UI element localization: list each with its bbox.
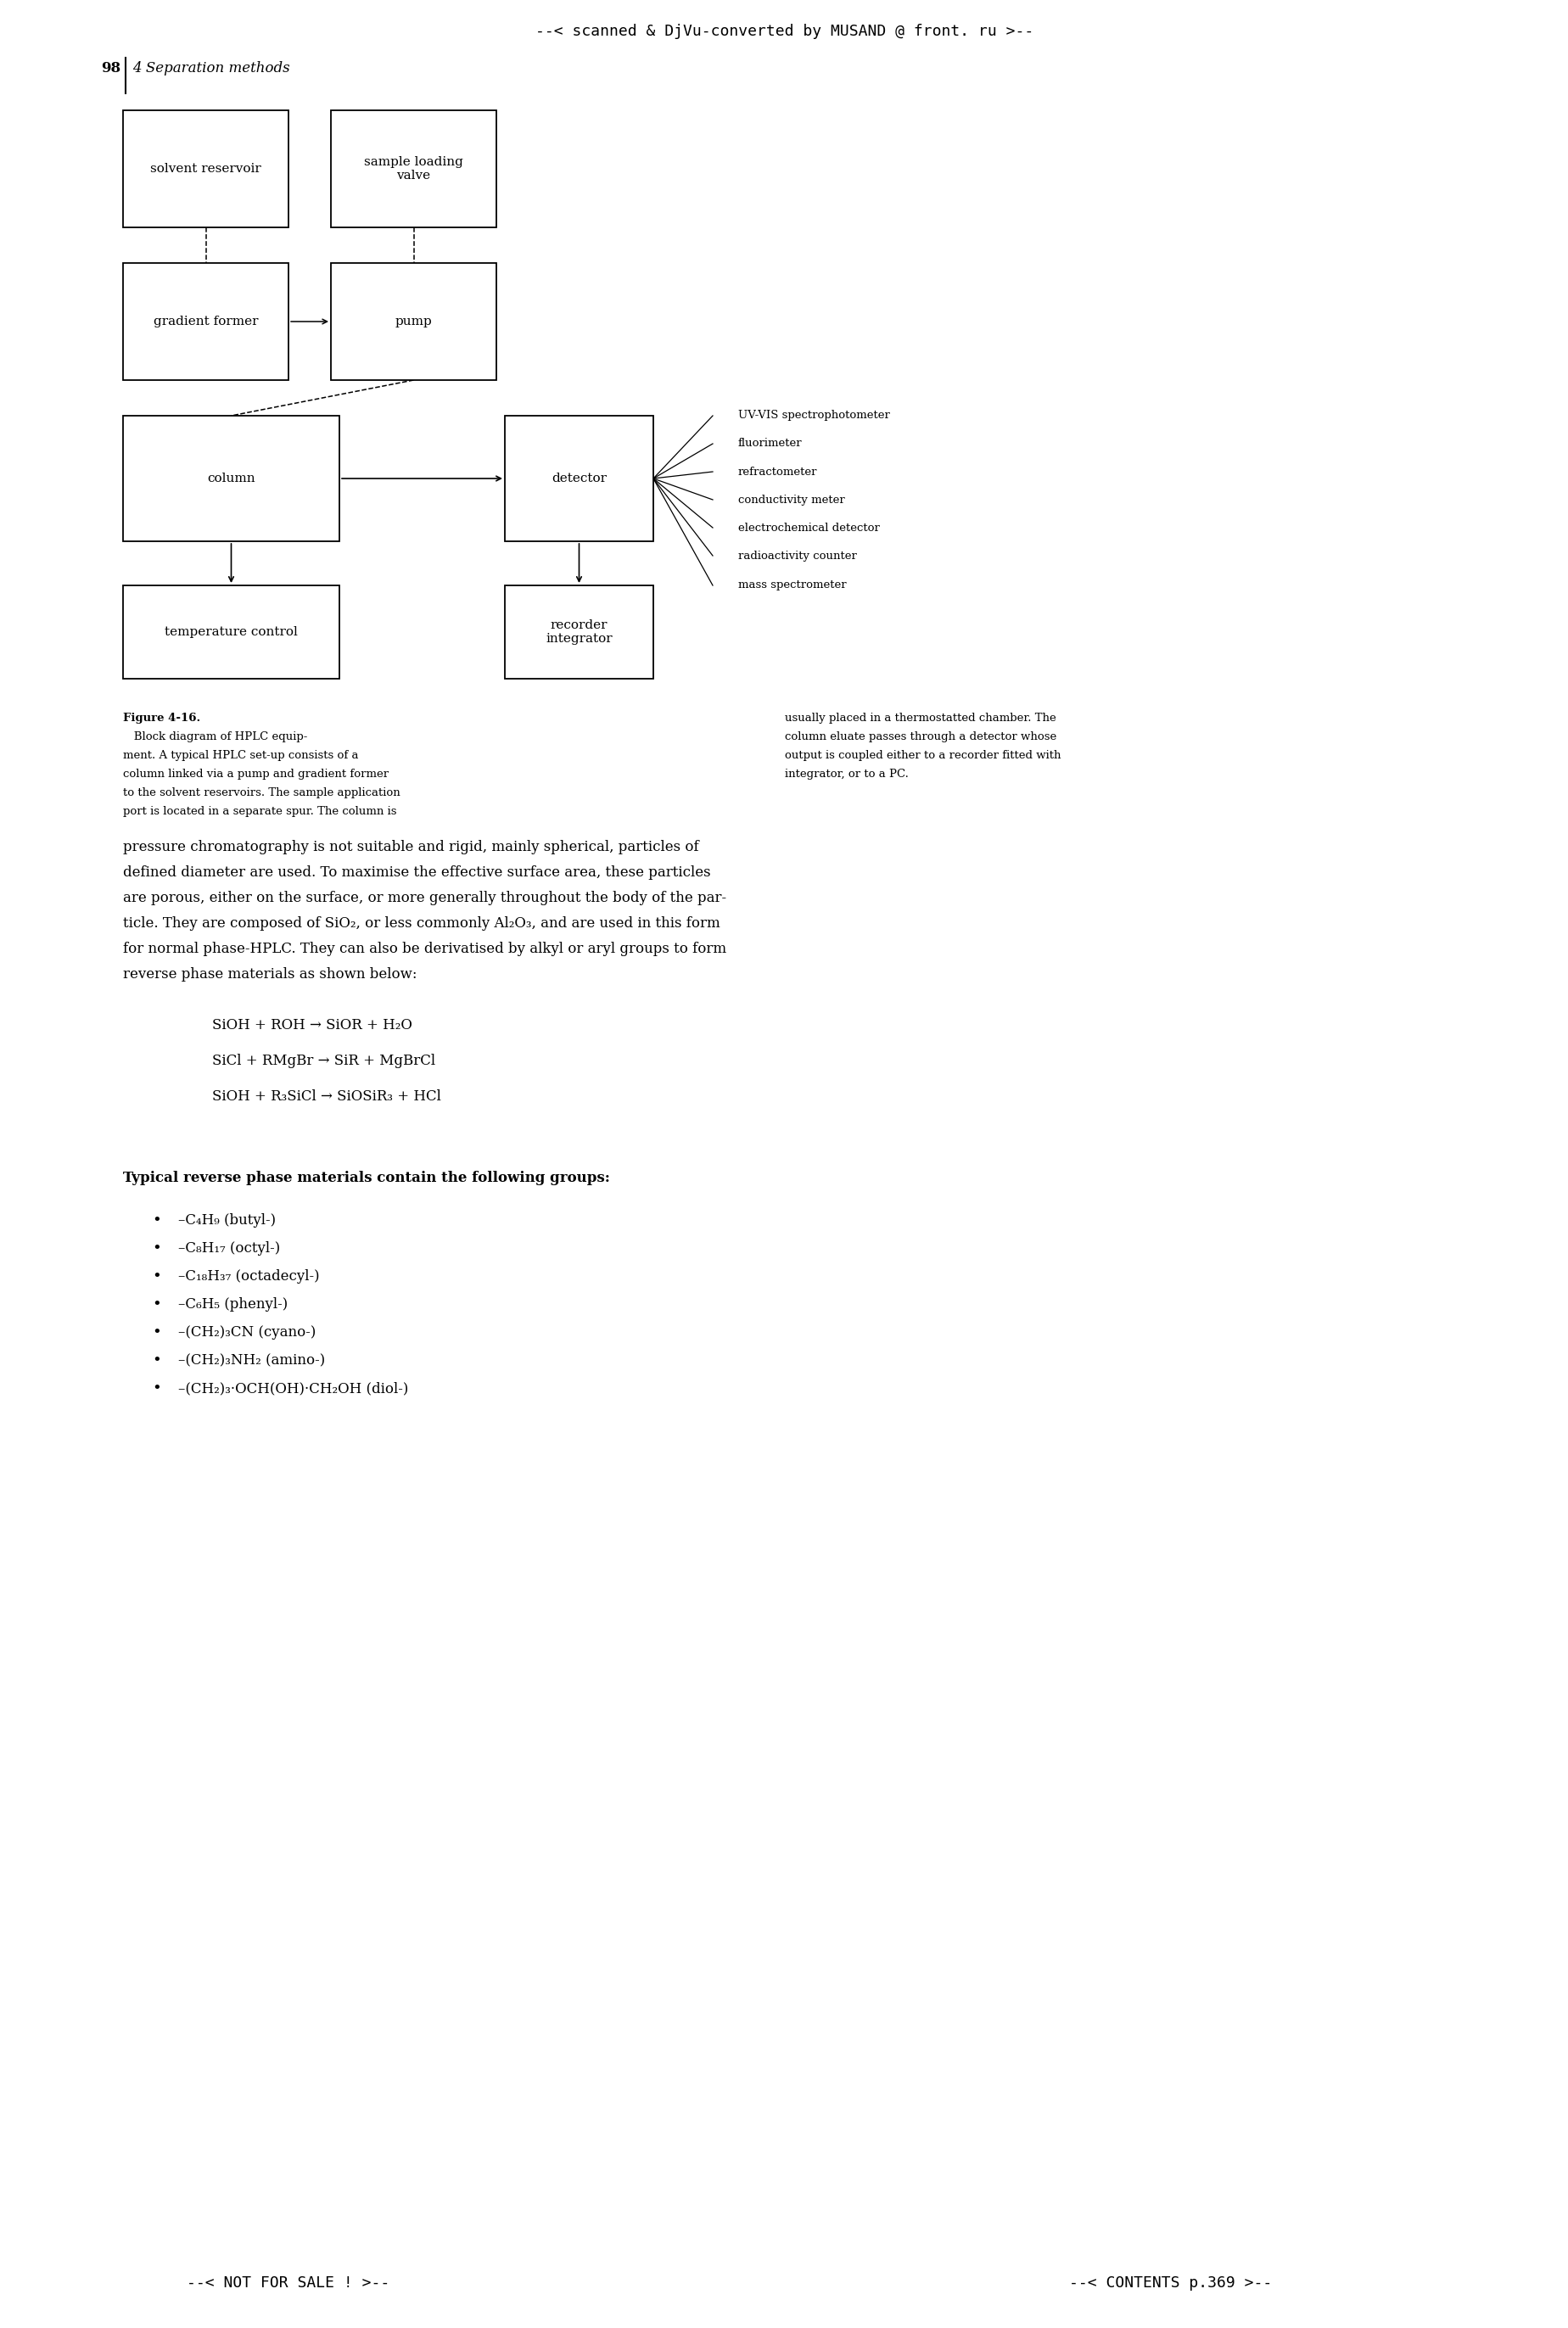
Bar: [331, 263, 495, 379]
Text: --< NOT FOR SALE ! >--: --< NOT FOR SALE ! >--: [187, 2274, 390, 2291]
Text: column: column: [207, 473, 256, 484]
Text: ment. A typical HPLC set-up consists of a: ment. A typical HPLC set-up consists of …: [122, 750, 359, 761]
Text: Typical reverse phase materials contain the following groups:: Typical reverse phase materials contain …: [122, 1171, 610, 1185]
Text: SiOH + R₃SiCl → SiOSiR₃ + HCl: SiOH + R₃SiCl → SiOSiR₃ + HCl: [212, 1090, 441, 1103]
Bar: [505, 417, 652, 542]
Text: refractometer: refractometer: [739, 466, 817, 477]
Text: SiCl + RMgBr → SiR + MgBrCl: SiCl + RMgBr → SiR + MgBrCl: [212, 1055, 436, 1069]
Bar: [505, 584, 652, 680]
Text: usually placed in a thermostatted chamber. The: usually placed in a thermostatted chambe…: [784, 712, 1055, 724]
Text: –(CH₂)₃NH₂ (amino-): –(CH₂)₃NH₂ (amino-): [179, 1353, 325, 1367]
Text: •: •: [152, 1325, 162, 1341]
Text: reverse phase materials as shown below:: reverse phase materials as shown below:: [122, 966, 417, 982]
Text: to the solvent reservoirs. The sample application: to the solvent reservoirs. The sample ap…: [122, 787, 400, 799]
Bar: [331, 109, 495, 228]
Text: mass spectrometer: mass spectrometer: [739, 580, 847, 591]
Text: ticle. They are composed of SiO₂, or less commonly Al₂O₃, and are used in this f: ticle. They are composed of SiO₂, or les…: [122, 917, 720, 931]
Text: temperature control: temperature control: [165, 626, 298, 638]
Text: defined diameter are used. To maximise the effective surface area, these particl: defined diameter are used. To maximise t…: [122, 866, 710, 880]
Text: --< CONTENTS p.369 >--: --< CONTENTS p.369 >--: [1069, 2274, 1272, 2291]
Text: conductivity meter: conductivity meter: [739, 494, 845, 505]
Text: recorder
integrator: recorder integrator: [546, 619, 612, 645]
Text: electrochemical detector: electrochemical detector: [739, 521, 880, 533]
Text: detector: detector: [552, 473, 607, 484]
Text: gradient former: gradient former: [154, 317, 259, 328]
Text: •: •: [152, 1381, 162, 1397]
Text: •: •: [152, 1269, 162, 1285]
Text: –(CH₂)₃·OCH(OH)·CH₂OH (diol-): –(CH₂)₃·OCH(OH)·CH₂OH (diol-): [179, 1381, 408, 1394]
Text: are porous, either on the surface, or more generally throughout the body of the : are porous, either on the surface, or mo…: [122, 892, 726, 906]
Text: radioactivity counter: radioactivity counter: [739, 549, 856, 561]
Text: integrator, or to a PC.: integrator, or to a PC.: [784, 768, 908, 780]
Text: –(CH₂)₃CN (cyano-): –(CH₂)₃CN (cyano-): [179, 1325, 315, 1339]
Text: pressure chromatography is not suitable and rigid, mainly spherical, particles o: pressure chromatography is not suitable …: [122, 840, 698, 854]
Text: column linked via a pump and gradient former: column linked via a pump and gradient fo…: [122, 768, 389, 780]
Bar: [122, 417, 339, 542]
Text: --< scanned & DjVu-converted by MUSAND @ front. ru >--: --< scanned & DjVu-converted by MUSAND @…: [535, 23, 1033, 40]
Text: •: •: [152, 1353, 162, 1369]
Text: •: •: [152, 1213, 162, 1229]
Bar: [122, 263, 289, 379]
Text: 98: 98: [100, 61, 121, 74]
Text: •: •: [152, 1297, 162, 1313]
Text: –C₆H₅ (phenyl-): –C₆H₅ (phenyl-): [179, 1297, 287, 1311]
Bar: [122, 109, 289, 228]
Text: fluorimeter: fluorimeter: [739, 438, 801, 449]
Text: –C₁₈H₃₇ (octadecyl-): –C₁₈H₃₇ (octadecyl-): [179, 1269, 320, 1283]
Text: pump: pump: [395, 317, 431, 328]
Text: Figure 4-16.: Figure 4-16.: [122, 712, 201, 724]
Text: solvent reservoir: solvent reservoir: [151, 163, 262, 175]
Text: for normal phase-HPLC. They can also be derivatised by alkyl or aryl groups to f: for normal phase-HPLC. They can also be …: [122, 943, 726, 957]
Text: Block diagram of HPLC equip-: Block diagram of HPLC equip-: [122, 731, 307, 743]
Bar: [122, 584, 339, 680]
Text: 4 Separation methods: 4 Separation methods: [132, 61, 290, 74]
Text: port is located in a separate spur. The column is: port is located in a separate spur. The …: [122, 805, 397, 817]
Text: output is coupled either to a recorder fitted with: output is coupled either to a recorder f…: [784, 750, 1060, 761]
Text: –C₈H₁₇ (octyl-): –C₈H₁₇ (octyl-): [179, 1241, 281, 1255]
Text: UV-VIS spectrophotometer: UV-VIS spectrophotometer: [739, 410, 889, 421]
Text: •: •: [152, 1241, 162, 1257]
Text: SiOH + ROH → SiOR + H₂O: SiOH + ROH → SiOR + H₂O: [212, 1017, 412, 1034]
Text: sample loading
valve: sample loading valve: [364, 156, 463, 182]
Text: –C₄H₉ (butyl-): –C₄H₉ (butyl-): [179, 1213, 276, 1227]
Text: column eluate passes through a detector whose: column eluate passes through a detector …: [784, 731, 1055, 743]
